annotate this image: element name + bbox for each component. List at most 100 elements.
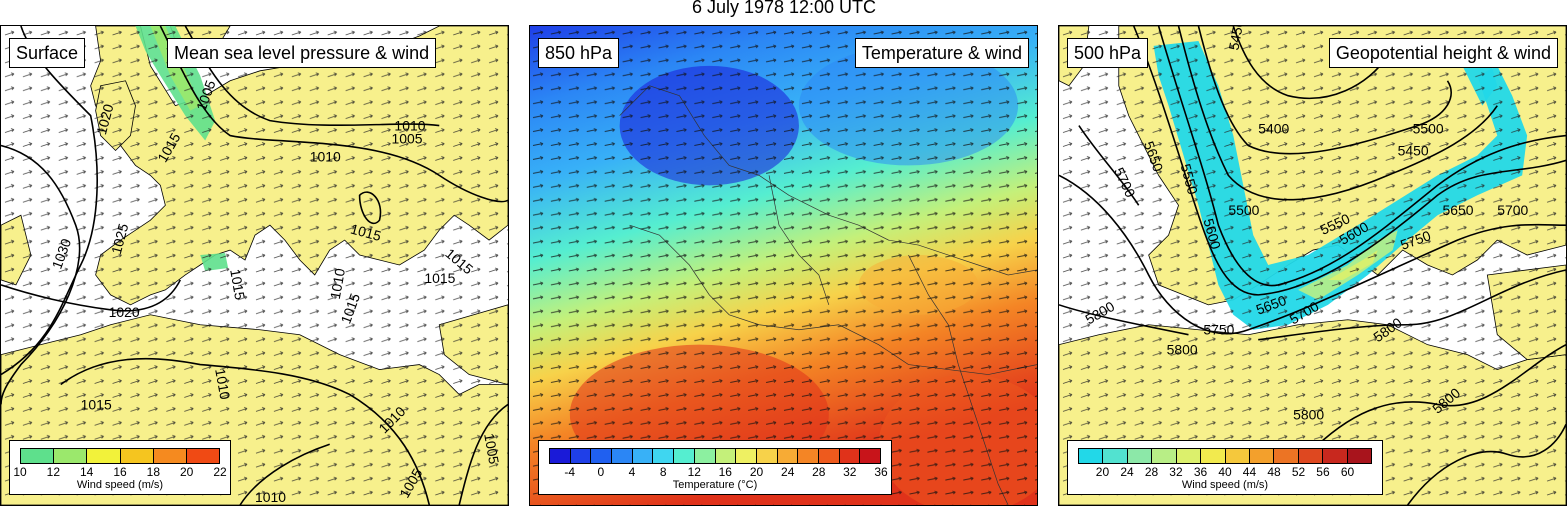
colorbar-tick: 36 — [1193, 465, 1208, 479]
colorbar-swatch — [1127, 449, 1153, 463]
colorbar-swatch — [612, 449, 633, 463]
colorbar-tick: 0 — [597, 465, 605, 479]
colorbar-tick: 4 — [628, 465, 636, 479]
geopotential-map: 5650 5550 5700 5600 5400 5450 5500 5500 … — [1059, 26, 1566, 505]
colorbar-tick: 44 — [1242, 465, 1257, 479]
colorbar-swatch — [21, 449, 55, 463]
height-label: 5650 — [1442, 202, 1473, 218]
surface-map: 1005 1010 1005 1010 1015 1015 1020 1025 … — [1, 26, 508, 505]
colorbar-tick: 22 — [213, 465, 227, 479]
colorbar-tick: 36 — [874, 465, 888, 479]
wind-vectors — [530, 26, 1037, 505]
colorbar-swatch — [736, 449, 757, 463]
isobar-label: 1010 — [212, 367, 233, 401]
legend-title: Temperature (°C) — [672, 479, 758, 491]
colorbar-tick: 16 — [718, 465, 732, 479]
height-label: 5450 — [1398, 142, 1429, 158]
colorbar-tick: 18 — [146, 465, 161, 479]
temperature-850-panel: 850 hPa Temperature & wind -4 0 4 8 12 1… — [529, 25, 1038, 506]
isobar-label: 1015 — [227, 268, 248, 302]
colorbar-swatch — [756, 449, 778, 463]
height-label: 5800 — [1167, 342, 1198, 358]
colorbar-swatch — [120, 449, 154, 463]
level-label: Surface — [9, 38, 86, 68]
isobar-label: 1010 — [310, 148, 341, 164]
wind-speed-legend: 10 12 14 16 18 20 22 Wind speed (m/s) — [9, 440, 231, 495]
colorbar-swatch — [653, 449, 675, 463]
colorbar-ticks: 10 12 14 16 18 20 22 — [13, 465, 226, 479]
colorbar-swatch — [674, 449, 695, 463]
temperature-legend: -4 0 4 8 12 16 20 24 28 32 36 Temperatur… — [538, 440, 892, 495]
colorbar-swatch — [632, 449, 654, 463]
colorbar-swatch — [715, 449, 737, 463]
colorbar-swatch — [1079, 449, 1104, 463]
isobar-label: 1020 — [109, 304, 140, 320]
colorbar-swatch — [87, 449, 121, 463]
colorbar-tick: 48 — [1267, 465, 1281, 479]
colorbar-swatch — [798, 449, 819, 463]
temperature-map — [530, 26, 1037, 505]
colorbar-tick: 8 — [659, 465, 667, 479]
height-label: 5500 — [1413, 121, 1444, 137]
colorbar-tick: 24 — [781, 465, 795, 479]
height-label: 5800 — [1293, 406, 1324, 422]
colorbar-swatch — [1103, 449, 1128, 463]
level-label: 850 hPa — [538, 38, 620, 68]
colorbar — [549, 448, 881, 464]
wind-vectors — [1, 26, 508, 505]
colorbar-swatch — [1225, 449, 1250, 463]
colorbar-swatch — [777, 449, 799, 463]
colorbar-tick: 60 — [1340, 465, 1355, 479]
figure-title: 6 July 1978 12:00 UTC — [691, 0, 877, 17]
colorbar-swatch — [591, 449, 613, 463]
isobar-label: 1010 — [255, 489, 286, 505]
level-label: 500 hPa — [1067, 38, 1149, 68]
isobar-label: 1010 — [327, 267, 348, 301]
colorbar-tick: 28 — [812, 465, 826, 479]
field-label: Geopotential height & wind — [1328, 38, 1558, 68]
colorbar — [1078, 448, 1372, 464]
isobar-label: 1005 — [481, 432, 502, 466]
colorbar-tick: 20 — [1095, 465, 1110, 479]
colorbar-swatch — [694, 449, 716, 463]
colorbar-swatch — [1323, 449, 1348, 463]
colorbar-ticks: 20 24 28 32 36 40 44 48 52 56 60 — [1078, 465, 1372, 479]
legend-title: Wind speed (m/s) — [76, 479, 164, 491]
colorbar-swatch — [1152, 449, 1177, 463]
isobar-label: 1025 — [108, 221, 132, 255]
colorbar-swatch — [550, 449, 571, 463]
colorbar — [20, 448, 220, 464]
height-label: 5550 — [1178, 162, 1202, 196]
height-label: 5450 — [1225, 26, 1246, 51]
colorbar-ticks: -4 0 4 8 12 16 20 24 28 32 36 — [549, 465, 887, 479]
height-label: 5750 — [1203, 322, 1234, 338]
colorbar-swatch — [818, 449, 840, 463]
geopotential-500-panel: 5650 5550 5700 5600 5400 5450 5500 5500 … — [1058, 25, 1567, 506]
colorbar-swatch — [1176, 449, 1202, 463]
colorbar-tick: 20 — [179, 465, 194, 479]
colorbar-tick: 10 — [13, 465, 27, 479]
colorbar-tick: 40 — [1218, 465, 1232, 479]
isobar-label: 1015 — [349, 221, 383, 245]
isobar-labels: 1005 1010 1005 1010 1015 1015 1020 1025 … — [49, 78, 503, 505]
height-label: 5400 — [1258, 121, 1289, 137]
isobar-label: 1015 — [81, 396, 112, 412]
field-label: Mean sea level pressure & wind — [167, 38, 437, 68]
height-label: 5600 — [1201, 217, 1225, 251]
colorbar-tick: 12 — [687, 465, 701, 479]
colorbar-swatch — [1201, 449, 1226, 463]
colorbar-swatch — [860, 449, 880, 463]
colorbar-tick: 20 — [749, 465, 764, 479]
colorbar-swatch — [1274, 449, 1299, 463]
field-label: Temperature & wind — [854, 38, 1029, 68]
isobar-label: 1015 — [424, 270, 455, 286]
colorbar-tick: 16 — [113, 465, 127, 479]
colorbar-swatch — [839, 449, 861, 463]
height-label: 5500 — [1228, 202, 1259, 218]
colorbar-tick: 28 — [1144, 465, 1159, 479]
colorbar-swatch — [186, 449, 220, 463]
colorbar-swatch — [1298, 449, 1324, 463]
colorbar-tick: 32 — [1169, 465, 1183, 479]
isobar-label: 1020 — [93, 102, 117, 136]
colorbar-tick: 24 — [1120, 465, 1134, 479]
